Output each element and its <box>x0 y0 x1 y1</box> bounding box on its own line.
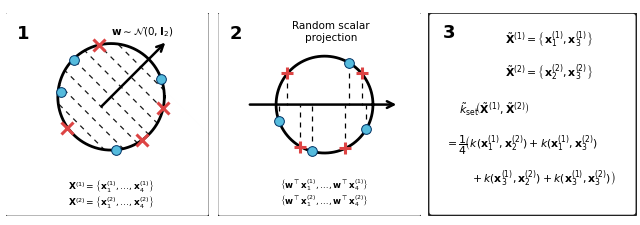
Text: $\mathbf{X}^{(2)} = \left\{\mathbf{x}_1^{(2)}, \ldots, \mathbf{x}_4^{(2)}\right\: $\mathbf{X}^{(2)} = \left\{\mathbf{x}_1^… <box>68 194 154 209</box>
Text: $\left\{\mathbf{w}^{\top}\mathbf{x}_1^{(1)}, \ldots, \mathbf{w}^{\top}\mathbf{x}: $\left\{\mathbf{w}^{\top}\mathbf{x}_1^{(… <box>280 176 369 192</box>
Text: $= \dfrac{1}{4}\!\left(k(\mathbf{x}_1^{(1)}, \mathbf{x}_2^{(2)}) + k(\mathbf{x}_: $= \dfrac{1}{4}\!\left(k(\mathbf{x}_1^{(… <box>445 133 598 156</box>
Text: 2: 2 <box>230 25 242 43</box>
Text: $\left\{\mathbf{w}^{\top}\mathbf{x}_1^{(2)}, \ldots, \mathbf{w}^{\top}\mathbf{x}: $\left\{\mathbf{w}^{\top}\mathbf{x}_1^{(… <box>280 193 369 208</box>
Text: Random scalar
projection: Random scalar projection <box>292 21 370 43</box>
Text: $\tilde{\mathbf{X}}^{(1)} = \left\{\mathbf{x}_1^{(1)}, \mathbf{x}_3^{(1)}\right\: $\tilde{\mathbf{X}}^{(1)} = \left\{\math… <box>505 30 593 50</box>
Text: 1: 1 <box>17 25 29 43</box>
Text: $\mathbf{w} \sim \mathcal{N}(0, \mathbf{I}_2)$: $\mathbf{w} \sim \mathcal{N}(0, \mathbf{… <box>111 25 173 39</box>
Text: $\mathbf{X}^{(1)} = \left\{\mathbf{x}_1^{(1)}, \ldots, \mathbf{x}_4^{(1)}\right\: $\mathbf{X}^{(1)} = \left\{\mathbf{x}_1^… <box>68 177 154 193</box>
Text: $\tilde{\mathbf{X}}^{(2)} = \left\{\mathbf{x}_2^{(2)}, \mathbf{x}_3^{(2)}\right\: $\tilde{\mathbf{X}}^{(2)} = \left\{\math… <box>505 62 593 83</box>
Text: 3: 3 <box>443 24 455 42</box>
Text: $\tilde{k}_{\mathrm{set}}\!\left(\tilde{\mathbf{X}}^{(1)}, \tilde{\mathbf{X}}^{(: $\tilde{k}_{\mathrm{set}}\!\left(\tilde{… <box>460 101 530 118</box>
Text: $\left.+k(\mathbf{x}_3^{(1)}, \mathbf{x}_2^{(2)}) + k(\mathbf{x}_3^{(1)}, \mathb: $\left.+k(\mathbf{x}_3^{(1)}, \mathbf{x}… <box>470 167 616 188</box>
